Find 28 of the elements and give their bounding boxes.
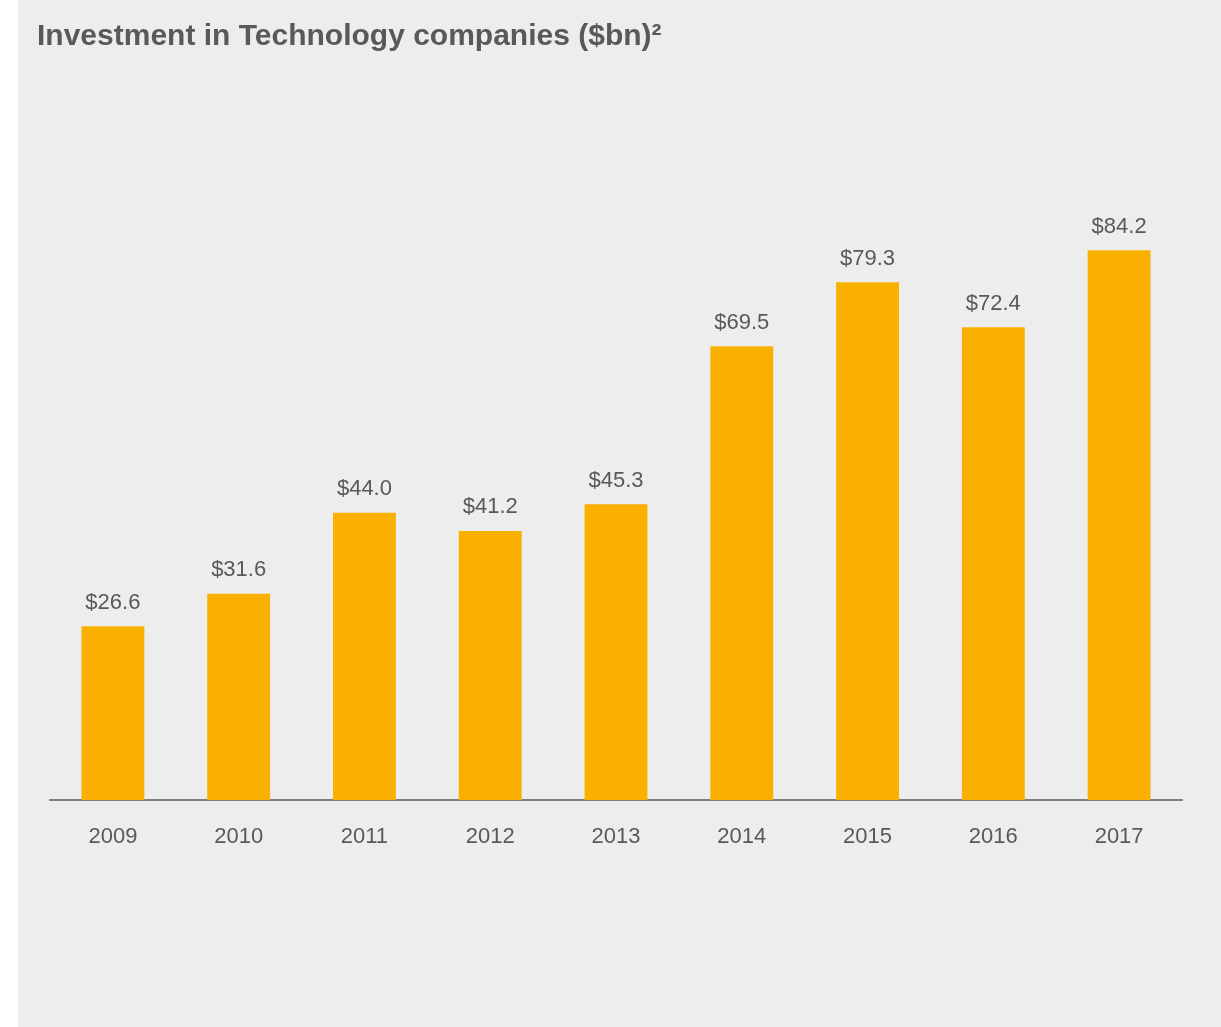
x-tick-label: 2017 [1094,822,1144,848]
data-label: $79.3 [840,244,896,270]
bar [1087,250,1151,800]
bar [961,327,1025,800]
data-label: $84.2 [1091,212,1147,238]
chart-title: Investment in Technology companies ($bn)² [37,17,662,51]
x-tick-label: 2011 [340,822,389,848]
data-label: $26.6 [85,588,141,614]
bar [207,593,271,800]
data-label: $44.0 [336,475,392,501]
bar [458,530,522,800]
data-label: $72.4 [965,289,1021,315]
x-tick-label: 2014 [717,822,767,848]
data-label: $31.6 [211,556,267,582]
x-tick-label: 2012 [465,822,515,848]
bar [81,626,145,800]
bar [836,282,899,800]
bar [584,504,648,800]
x-tick-label: 2010 [214,822,264,848]
x-tick-label: 2013 [591,822,641,848]
bar [710,346,774,800]
data-label: $41.2 [462,493,518,519]
x-tick-label: 2015 [843,822,893,848]
data-label: $45.3 [588,466,644,492]
bar [333,512,396,800]
data-label: $69.5 [714,308,770,334]
x-tick-label: 2016 [968,822,1018,848]
x-tick-label: 2009 [88,822,138,848]
